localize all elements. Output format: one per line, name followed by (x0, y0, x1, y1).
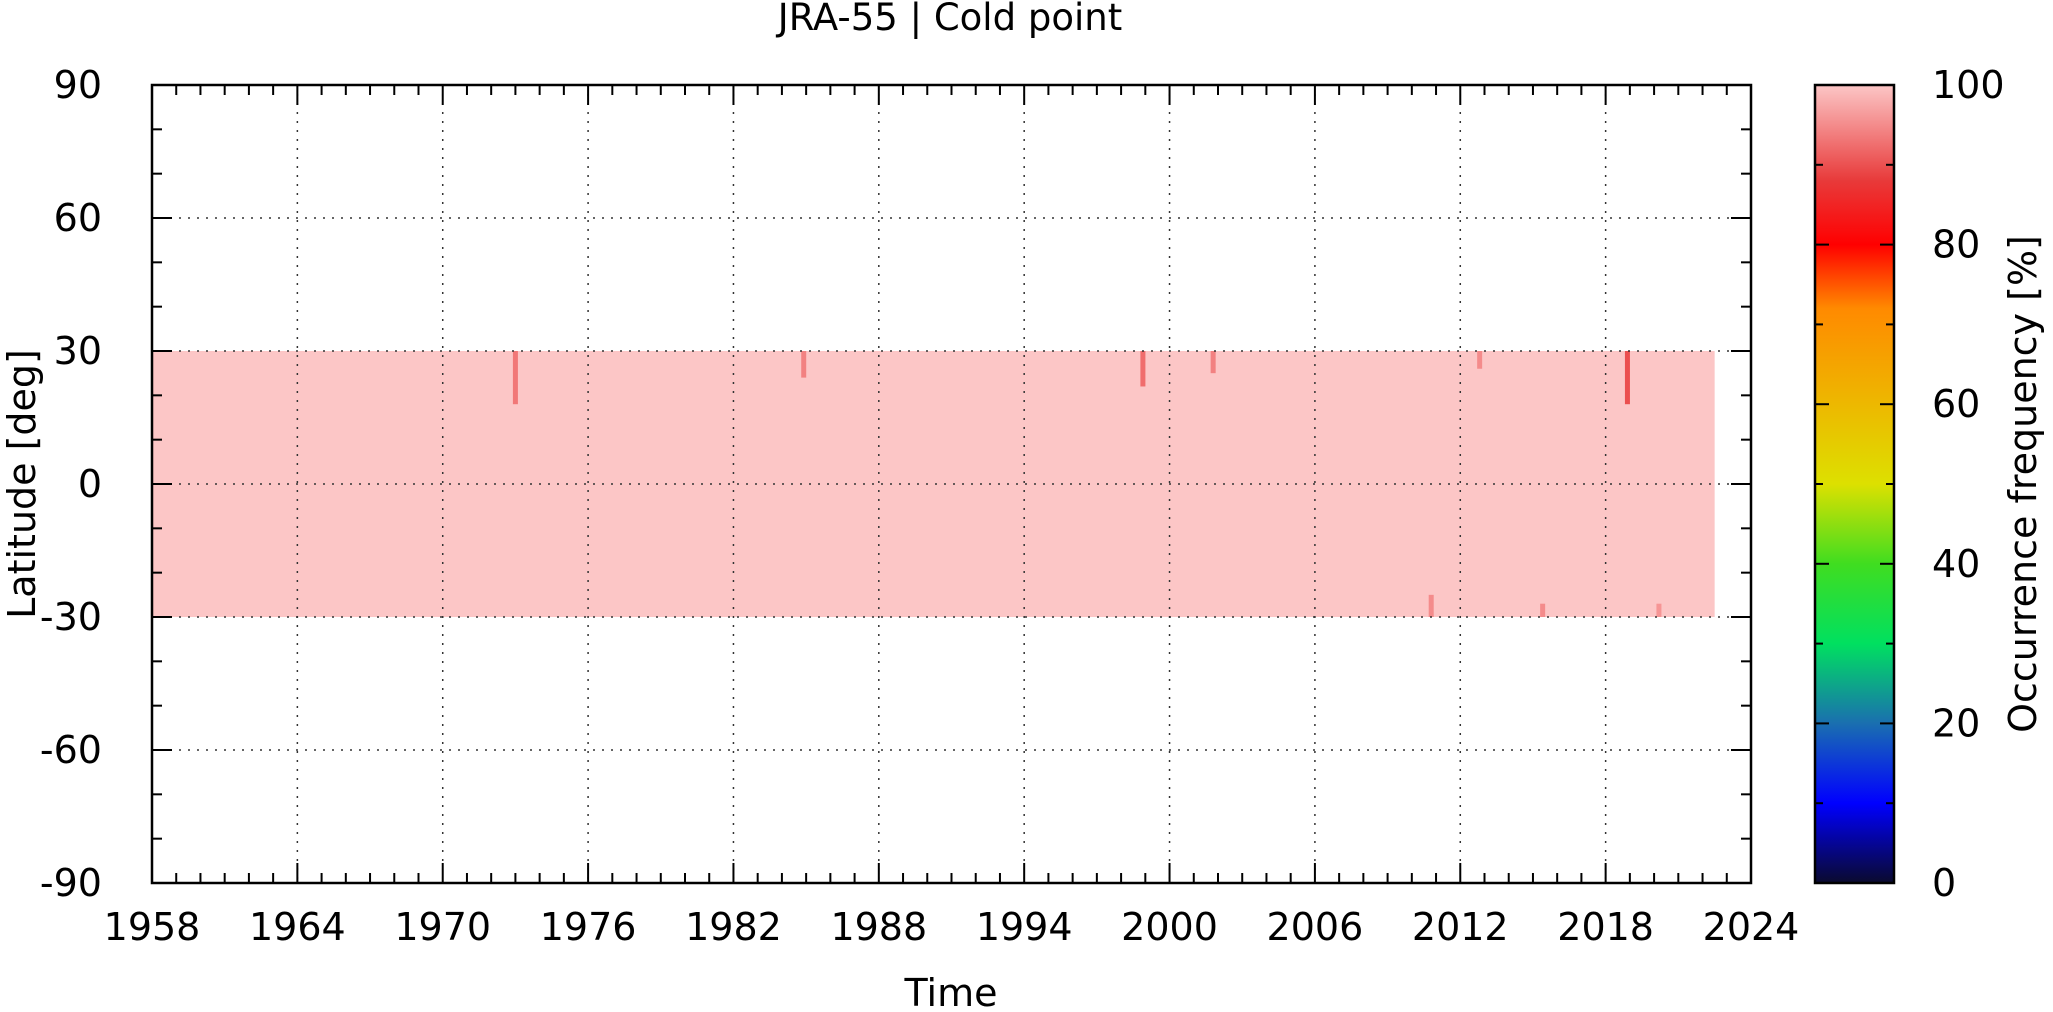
y-tick-label: 60 (54, 196, 102, 240)
y-axis: 90 60 30 0 -30 -60 -90 (40, 63, 1751, 905)
x-tick-label: 1958 (104, 905, 201, 949)
x-axis-title: Time (904, 971, 998, 1012)
x-tick-label: 2012 (1412, 905, 1509, 949)
colorbar-tick-label: 0 (1932, 861, 1956, 905)
chart-title: JRA-55 | Cold point (776, 0, 1122, 39)
y-axis-title: Latitude [deg] (0, 349, 44, 619)
x-tick-label: 1982 (685, 905, 782, 949)
x-tick-label: 1988 (830, 905, 927, 949)
colorbar-tick-label: 40 (1932, 542, 1980, 586)
x-tick-label: 1994 (976, 905, 1073, 949)
y-tick-label: 90 (54, 63, 102, 107)
x-axis: 1958 1964 1970 1976 1982 1988 1994 2000 2006 2012… (104, 85, 1800, 949)
y-tick-label: 30 (54, 329, 102, 373)
heatmap-streak (801, 351, 807, 378)
x-tick-label: 2006 (1267, 905, 1364, 949)
x-tick-label: 1970 (394, 905, 491, 949)
y-tick-label: -30 (40, 595, 102, 639)
heatmap-streak (1428, 594, 1434, 617)
heatmap-streak (1624, 351, 1630, 405)
x-tick-label: 2024 (1703, 905, 1800, 949)
colorbar: 100 80 60 40 20 0 (1813, 63, 2005, 905)
colorbar-tick-label: 20 (1932, 701, 1980, 745)
colorbar-tick-label: 60 (1932, 382, 1980, 426)
x-tick-label: 2018 (1557, 905, 1654, 949)
x-tick-label: 1976 (540, 905, 637, 949)
colorbar-tick-label: 80 (1932, 223, 1980, 267)
heatmap-streak (512, 351, 518, 405)
y-tick-label: -60 (40, 728, 102, 772)
colorbar-tick-label: 100 (1932, 63, 2005, 107)
heatmap-streak (1540, 603, 1546, 617)
colorbar-gradient (1815, 85, 1894, 883)
heatmap-streak (1210, 351, 1216, 374)
colorbar-title: Occurrence frequency [%] (2001, 235, 2045, 733)
x-tick-label: 1964 (249, 905, 346, 949)
y-tick-label: -90 (40, 861, 102, 905)
y-tick-label: 0 (78, 462, 102, 506)
plot-area (150, 83, 1753, 885)
heatmap-streak (1140, 351, 1146, 387)
heatmap-streak (1477, 351, 1483, 369)
x-tick-label: 2000 (1121, 905, 1218, 949)
heatmap-streak (1656, 603, 1662, 617)
heatmap-band (152, 351, 1715, 617)
